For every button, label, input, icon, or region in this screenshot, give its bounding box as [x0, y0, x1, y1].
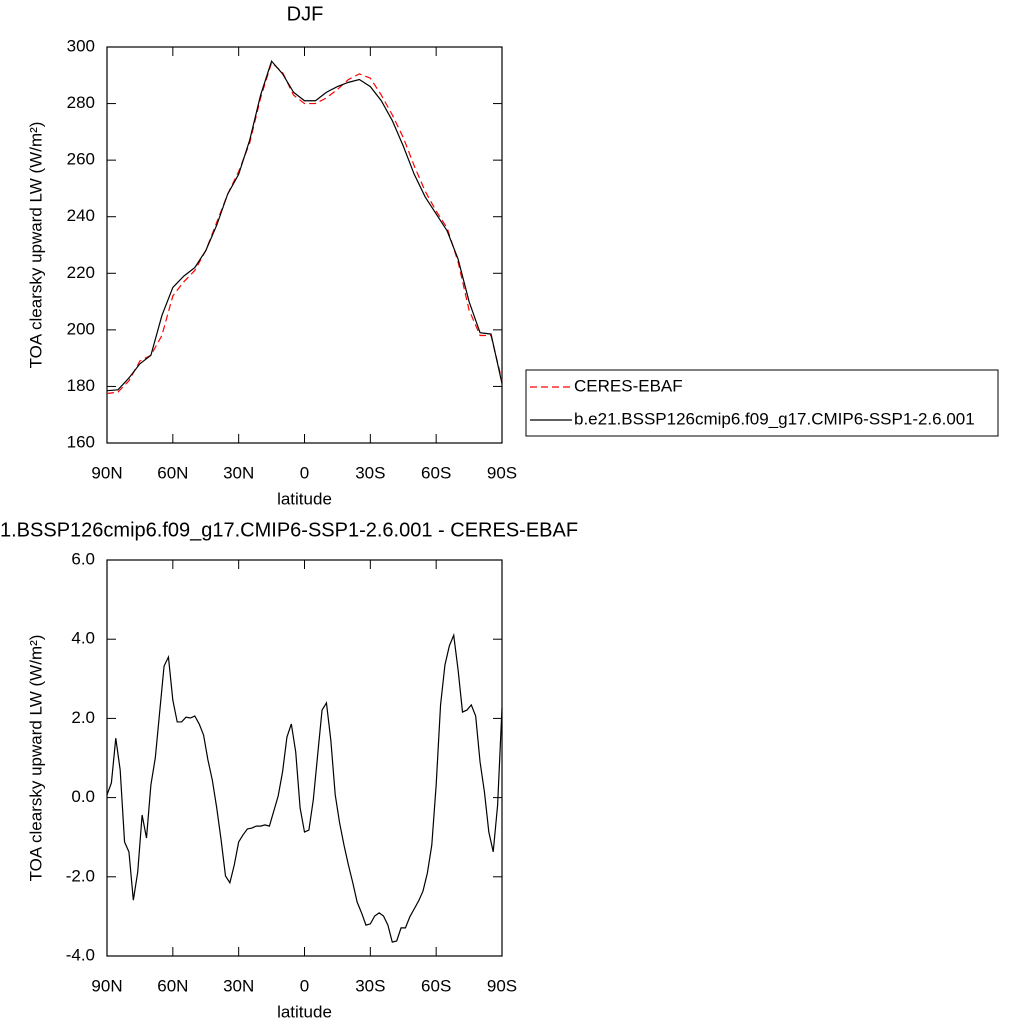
y-tick-label: 4.0: [71, 629, 95, 648]
x-tick-label: 0: [300, 463, 309, 482]
y-tick-label: 2.0: [71, 708, 95, 727]
x-tick-label: 30S: [355, 976, 385, 995]
x-tick-label: 90S: [487, 463, 517, 482]
x-tick-label: 60N: [157, 463, 188, 482]
x-axis-label: latitude: [277, 489, 332, 508]
plot-frame: [106, 559, 503, 957]
x-tick-label: 30N: [223, 463, 254, 482]
y-tick-label: 220: [67, 263, 95, 282]
x-tick-label: 60N: [157, 976, 188, 995]
legend-box: [525, 369, 999, 437]
y-axis-label: TOA clearsky upward LW (W/m²): [26, 122, 45, 369]
x-tick-label: 30S: [355, 463, 385, 482]
y-tick-label: 260: [67, 150, 95, 169]
y-tick-label: -4.0: [66, 945, 95, 964]
x-tick-label: 90S: [487, 976, 517, 995]
y-tick-label: 200: [67, 319, 95, 338]
legend-label: b.e21.BSSP126cmip6.f09_g17.CMIP6-SSP1-2.…: [574, 409, 975, 428]
data-line: [106, 59, 503, 392]
x-tick-label: 30N: [223, 976, 254, 995]
y-tick-label: 6.0: [71, 549, 95, 568]
data-line: [106, 632, 503, 943]
y-axis-label: TOA clearsky upward LW (W/m²): [26, 635, 45, 882]
y-tick-label: -2.0: [66, 866, 95, 885]
x-tick-label: 90N: [91, 976, 122, 995]
plot-frame: [106, 46, 503, 444]
y-tick-label: 160: [67, 432, 95, 451]
data-line: [106, 61, 503, 395]
y-tick-label: 180: [67, 376, 95, 395]
x-axis-label: latitude: [277, 1002, 332, 1021]
x-tick-label: 60S: [421, 463, 451, 482]
legend-label: CERES-EBAF: [574, 376, 683, 395]
y-tick-label: 300: [67, 36, 95, 55]
chart-title: 1.BSSP126cmip6.f09_g17.CMIP6-SSP1-2.6.00…: [0, 519, 578, 541]
y-tick-label: 280: [67, 93, 95, 112]
x-tick-label: 90N: [91, 463, 122, 482]
chart-title: DJF: [287, 3, 324, 25]
y-tick-label: 0.0: [71, 787, 95, 806]
x-tick-label: 0: [300, 976, 309, 995]
y-tick-label: 240: [67, 206, 95, 225]
x-tick-label: 60S: [421, 976, 451, 995]
